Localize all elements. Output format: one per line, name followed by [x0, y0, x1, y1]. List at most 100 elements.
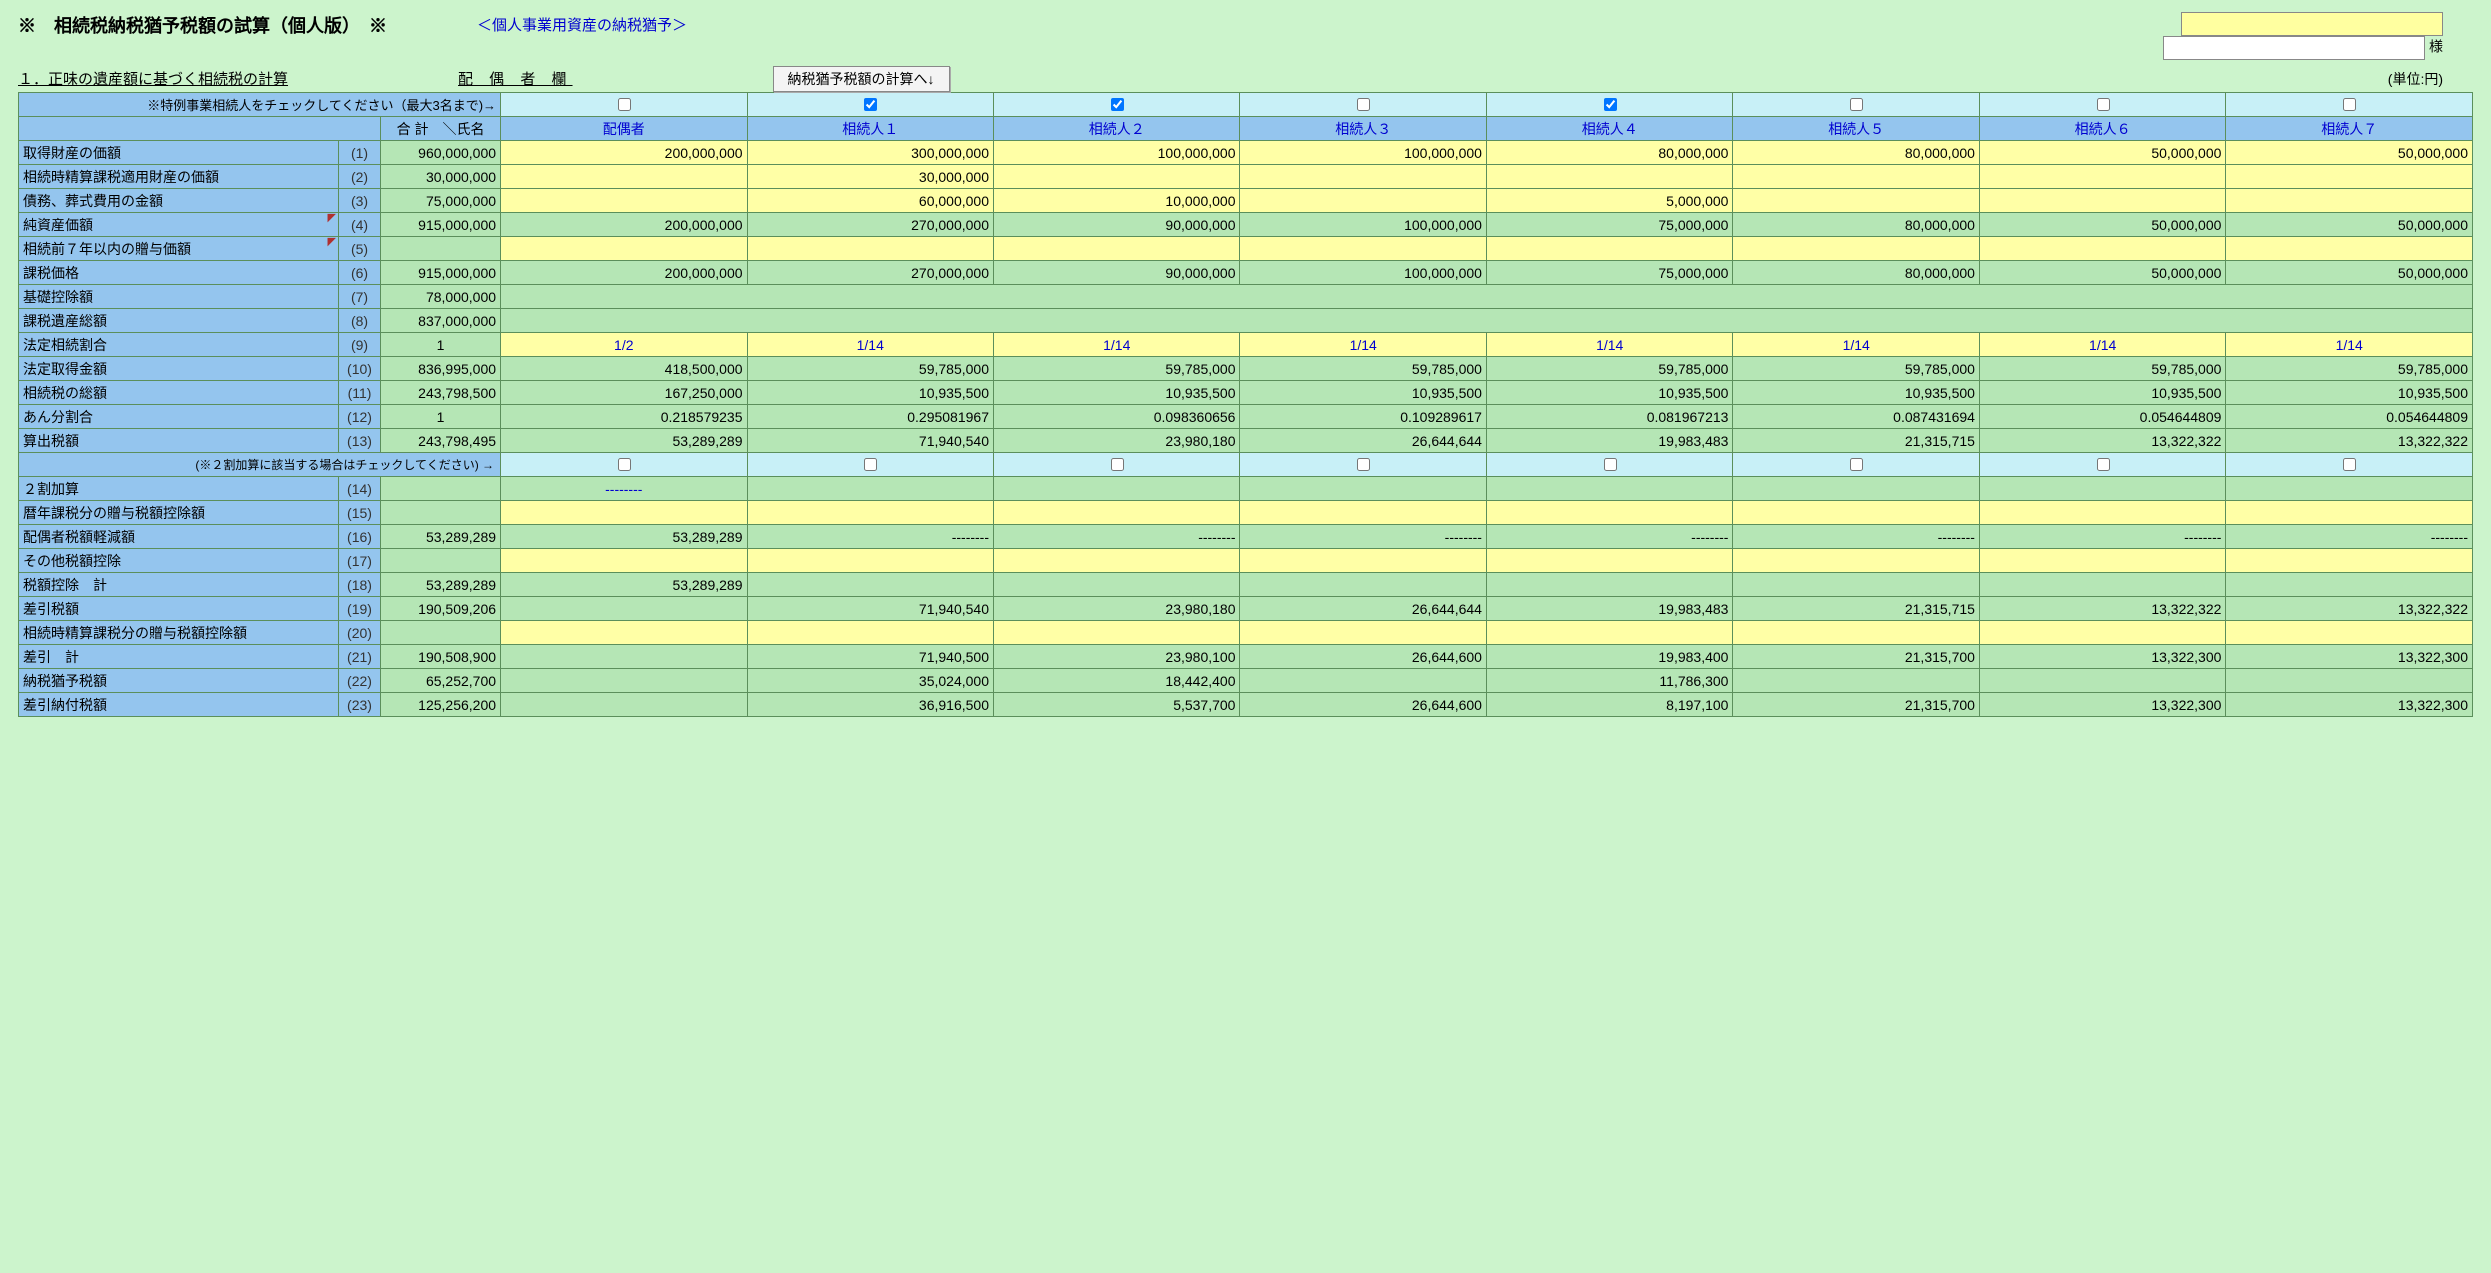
surcharge-check-7[interactable] — [2226, 453, 2473, 477]
cell-3-7[interactable] — [2226, 189, 2473, 213]
cell-5-1[interactable] — [747, 237, 993, 261]
cell-3-2[interactable]: 10,000,000 — [994, 189, 1240, 213]
heir-check-1[interactable] — [747, 93, 993, 117]
cell-5-4[interactable] — [1486, 237, 1732, 261]
cell-20-3[interactable] — [1240, 621, 1486, 645]
cell-13-4: 19,983,483 — [1486, 429, 1732, 453]
cell-20-4[interactable] — [1486, 621, 1732, 645]
calc-button[interactable]: 納税猶予税額の計算へ↓ — [773, 66, 950, 92]
cell-15-5[interactable] — [1733, 501, 1979, 525]
cell-5-2[interactable] — [994, 237, 1240, 261]
cell-5-5[interactable] — [1733, 237, 1979, 261]
cell-9-5[interactable]: 1/14 — [1733, 333, 1979, 357]
cell-5-3[interactable] — [1240, 237, 1486, 261]
cell-17-7[interactable] — [2226, 549, 2473, 573]
cell-9-2[interactable]: 1/14 — [994, 333, 1240, 357]
cell-2-2[interactable] — [994, 165, 1240, 189]
surcharge-check-0[interactable] — [501, 453, 747, 477]
name-input-yellow[interactable] — [2181, 12, 2443, 36]
surcharge-check-3[interactable] — [1240, 453, 1486, 477]
cell-20-1[interactable] — [747, 621, 993, 645]
cell-14-2 — [994, 477, 1240, 501]
surcharge-check-6[interactable] — [1979, 453, 2225, 477]
cell-1-2[interactable]: 100,000,000 — [994, 141, 1240, 165]
cell-9-4[interactable]: 1/14 — [1486, 333, 1732, 357]
cell-2-1[interactable]: 30,000,000 — [747, 165, 993, 189]
row-num-18: (18) — [339, 573, 381, 597]
cell-9-7[interactable]: 1/14 — [2226, 333, 2473, 357]
cell-5-7[interactable] — [2226, 237, 2473, 261]
cell-20-6[interactable] — [1979, 621, 2225, 645]
cell-20-5[interactable] — [1733, 621, 1979, 645]
cell-2-7[interactable] — [2226, 165, 2473, 189]
cell-15-7[interactable] — [2226, 501, 2473, 525]
heir-check-2[interactable] — [994, 93, 1240, 117]
cell-15-1[interactable] — [747, 501, 993, 525]
cell-3-3[interactable] — [1240, 189, 1486, 213]
cell-1-5[interactable]: 80,000,000 — [1733, 141, 1979, 165]
surcharge-check-2[interactable] — [994, 453, 1240, 477]
cell-1-6[interactable]: 50,000,000 — [1979, 141, 2225, 165]
row-label-3: 債務、葬式費用の金額 — [19, 189, 339, 213]
cell-20-0[interactable] — [501, 621, 747, 645]
row-label-19: 差引税額 — [19, 597, 339, 621]
cell-1-7[interactable]: 50,000,000 — [2226, 141, 2473, 165]
heir-check-6[interactable] — [1979, 93, 2225, 117]
cell-23-6: 13,322,300 — [1979, 693, 2225, 717]
heir-header-7: 相続人７ — [2226, 117, 2473, 141]
cell-14-5 — [1733, 477, 1979, 501]
surcharge-check-5[interactable] — [1733, 453, 1979, 477]
cell-3-5[interactable] — [1733, 189, 1979, 213]
cell-6-5: 80,000,000 — [1733, 261, 1979, 285]
cell-15-3[interactable] — [1240, 501, 1486, 525]
cell-5-0[interactable] — [501, 237, 747, 261]
cell-10-1: 59,785,000 — [747, 357, 993, 381]
cell-20-7[interactable] — [2226, 621, 2473, 645]
cell-15-4[interactable] — [1486, 501, 1732, 525]
cell-1-3[interactable]: 100,000,000 — [1240, 141, 1486, 165]
row-total-18: 53,289,289 — [381, 573, 501, 597]
cell-15-0[interactable] — [501, 501, 747, 525]
cell-9-3[interactable]: 1/14 — [1240, 333, 1486, 357]
cell-17-0[interactable] — [501, 549, 747, 573]
surcharge-check-4[interactable] — [1486, 453, 1732, 477]
cell-21-0 — [501, 645, 747, 669]
cell-5-6[interactable] — [1979, 237, 2225, 261]
cell-17-1[interactable] — [747, 549, 993, 573]
cell-10-0: 418,500,000 — [501, 357, 747, 381]
row-total-16: 53,289,289 — [381, 525, 501, 549]
cell-2-4[interactable] — [1486, 165, 1732, 189]
cell-20-2[interactable] — [994, 621, 1240, 645]
heir-check-4[interactable] — [1486, 93, 1732, 117]
row-total-14 — [381, 477, 501, 501]
cell-15-6[interactable] — [1979, 501, 2225, 525]
cell-1-1[interactable]: 300,000,000 — [747, 141, 993, 165]
cell-17-2[interactable] — [994, 549, 1240, 573]
heir-check-3[interactable] — [1240, 93, 1486, 117]
cell-2-6[interactable] — [1979, 165, 2225, 189]
cell-1-0[interactable]: 200,000,000 — [501, 141, 747, 165]
surcharge-check-1[interactable] — [747, 453, 993, 477]
cell-17-3[interactable] — [1240, 549, 1486, 573]
heir-check-7[interactable] — [2226, 93, 2473, 117]
cell-17-5[interactable] — [1733, 549, 1979, 573]
heir-check-0[interactable] — [501, 93, 747, 117]
cell-2-5[interactable] — [1733, 165, 1979, 189]
cell-19-4: 19,983,483 — [1486, 597, 1732, 621]
cell-3-6[interactable] — [1979, 189, 2225, 213]
cell-17-4[interactable] — [1486, 549, 1732, 573]
cell-3-0[interactable] — [501, 189, 747, 213]
cell-9-1[interactable]: 1/14 — [747, 333, 993, 357]
cell-15-2[interactable] — [994, 501, 1240, 525]
heir-check-5[interactable] — [1733, 93, 1979, 117]
cell-9-0[interactable]: 1/2 — [501, 333, 747, 357]
cell-2-0[interactable] — [501, 165, 747, 189]
cell-17-6[interactable] — [1979, 549, 2225, 573]
cell-3-1[interactable]: 60,000,000 — [747, 189, 993, 213]
cell-2-3[interactable] — [1240, 165, 1486, 189]
cell-9-6[interactable]: 1/14 — [1979, 333, 2225, 357]
row-total-3: 75,000,000 — [381, 189, 501, 213]
cell-1-4[interactable]: 80,000,000 — [1486, 141, 1732, 165]
name-input-white[interactable] — [2163, 36, 2425, 60]
cell-3-4[interactable]: 5,000,000 — [1486, 189, 1732, 213]
